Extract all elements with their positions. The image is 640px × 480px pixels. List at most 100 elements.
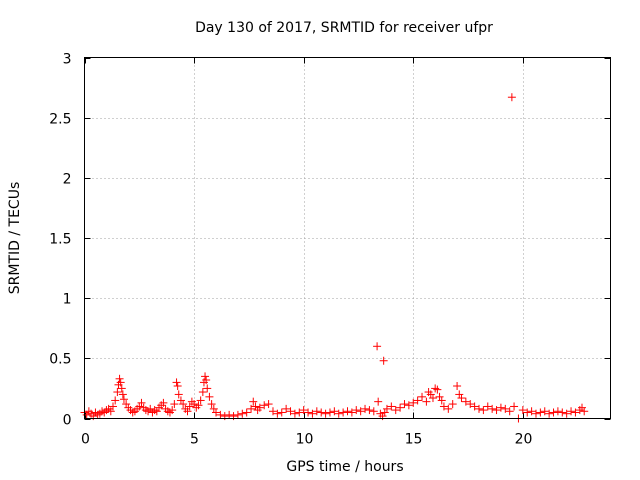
data-point: [562, 409, 571, 418]
data-point: [173, 382, 182, 391]
data-point: [299, 406, 308, 415]
data-point: [379, 356, 388, 365]
data-point: [242, 408, 251, 417]
data-point: [343, 407, 352, 416]
data-point: [179, 400, 188, 409]
data-point: [339, 408, 348, 417]
data-point: [118, 390, 127, 399]
data-point: [558, 408, 567, 417]
data-point: [567, 407, 576, 416]
data-point: [168, 406, 177, 415]
data-point: [571, 408, 580, 417]
data-points: [80, 93, 589, 423]
data-point: [391, 406, 400, 415]
data-point: [225, 410, 234, 419]
data-point: [286, 407, 295, 416]
data-point: [536, 408, 545, 417]
data-point: [373, 342, 382, 351]
data-point: [507, 93, 516, 102]
grid-lines: [84, 57, 611, 419]
data-point: [207, 400, 216, 409]
data-point: [505, 407, 514, 416]
data-point: [510, 402, 519, 411]
data-point: [198, 388, 207, 397]
data-point: [437, 396, 446, 405]
data-point: [268, 407, 277, 416]
data-point: [137, 398, 146, 407]
data-point: [531, 409, 540, 418]
data-point: [172, 378, 181, 387]
data-point: [117, 384, 126, 393]
x-tick-label: 0: [81, 432, 90, 448]
data-point: [396, 403, 405, 412]
data-point: [365, 406, 374, 415]
data-point: [196, 396, 205, 405]
data-point: [308, 409, 317, 418]
data-point: [352, 406, 361, 415]
data-point: [233, 410, 242, 419]
data-point: [176, 396, 185, 405]
data-point: [264, 400, 273, 409]
data-point: [202, 375, 211, 384]
data-point: [400, 400, 409, 409]
y-axis-label: SRMTID / TECUs: [7, 182, 23, 295]
data-point: [387, 402, 396, 411]
chart-title: Day 130 of 2017, SRMTID for receiver ufp…: [195, 20, 493, 36]
data-point: [492, 406, 501, 415]
y-tick-label: 2.5: [49, 112, 71, 128]
data-point: [409, 398, 418, 407]
data-point: [282, 404, 291, 413]
data-point: [201, 372, 210, 381]
data-point: [523, 408, 532, 417]
data-point: [183, 407, 192, 416]
axis-ticks: [84, 57, 611, 420]
data-point: [290, 409, 299, 418]
data-point: [580, 407, 589, 416]
data-point: [111, 396, 120, 405]
data-point: [479, 406, 488, 415]
data-point: [194, 401, 203, 410]
data-point: [247, 404, 256, 413]
data-point: [116, 378, 125, 387]
data-point: [501, 404, 510, 413]
data-point: [205, 392, 214, 401]
data-point: [317, 408, 326, 417]
y-tick-label: 1.5: [49, 232, 71, 248]
data-point: [321, 409, 330, 418]
x-tick-label: 5: [190, 432, 199, 448]
data-point: [295, 408, 304, 417]
data-point: [461, 397, 470, 406]
data-point: [119, 395, 128, 404]
data-point: [113, 388, 122, 397]
data-point: [475, 404, 483, 413]
data-point: [273, 409, 282, 418]
data-point: [361, 404, 370, 413]
y-tick-label: 0: [63, 413, 72, 429]
data-point: [466, 400, 475, 409]
data-point: [553, 407, 562, 416]
data-point: [435, 392, 444, 401]
data-point: [457, 394, 466, 403]
data-point: [203, 384, 212, 393]
data-point: [347, 408, 356, 417]
data-point: [106, 407, 115, 416]
data-point: [382, 404, 391, 413]
data-point: [255, 403, 264, 412]
data-point: [115, 374, 124, 383]
data-point: [453, 382, 462, 391]
plot-frame: [84, 57, 611, 419]
data-point: [209, 404, 218, 413]
data-point: [212, 408, 220, 417]
data-point: [540, 407, 549, 416]
data-point: [330, 407, 339, 416]
data-point: [545, 409, 554, 418]
data-point: [413, 396, 422, 405]
y-tick-label: 1: [63, 292, 72, 308]
data-point: [518, 406, 527, 415]
data-point: [304, 408, 313, 417]
data-point: [108, 402, 117, 411]
data-point: [249, 397, 258, 406]
data-point: [470, 402, 479, 411]
y-tick-labels: 0 0.5 1 1.5 2 2.5 3: [49, 52, 71, 429]
data-point: [418, 392, 427, 401]
